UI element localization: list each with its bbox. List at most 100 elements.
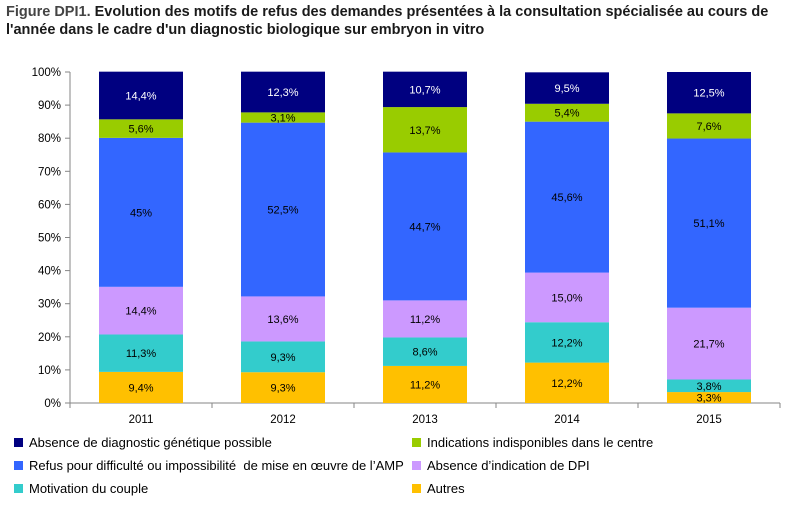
data-label: 44,7% bbox=[409, 221, 440, 233]
legend-swatch bbox=[14, 460, 23, 470]
data-label: 9,4% bbox=[128, 382, 153, 394]
legend-label: Absence d’indication de DPI bbox=[427, 457, 590, 473]
legend-item: Absence de diagnostic génétique possible bbox=[14, 432, 272, 452]
bar-segment bbox=[383, 365, 467, 403]
bar-segment bbox=[383, 107, 467, 153]
y-tick-label: 10% bbox=[38, 365, 61, 377]
legend-item: Motivation du couple bbox=[14, 478, 148, 498]
legend-label: Autres bbox=[427, 480, 465, 496]
data-label: 14,4% bbox=[125, 91, 156, 103]
y-tick-label: 70% bbox=[38, 166, 61, 178]
bar-segment bbox=[241, 71, 325, 113]
legend-label: Refus pour difficulté ou impossibilité d… bbox=[29, 457, 404, 473]
bar-segment bbox=[525, 72, 609, 104]
y-tick-label: 60% bbox=[38, 199, 61, 211]
bar-segment bbox=[241, 372, 325, 403]
y-tick-label: 90% bbox=[38, 100, 61, 112]
chart-data-labels: 9,4% 11,3% 14,4% 45% 5,6% 14,4% 9,3% 9,3% 13,6% 5… bbox=[125, 83, 724, 404]
chart-bars bbox=[99, 71, 751, 403]
bar-segment bbox=[383, 337, 467, 366]
bar-segment bbox=[241, 296, 325, 342]
data-label: 21,7% bbox=[693, 339, 724, 351]
legend-swatch bbox=[412, 460, 421, 470]
data-label: 51,1% bbox=[693, 218, 724, 230]
bar-segment bbox=[99, 119, 183, 138]
data-label: 3,8% bbox=[696, 381, 721, 393]
bar-segment bbox=[667, 307, 751, 380]
y-tick-label: 40% bbox=[38, 266, 61, 278]
legend-swatch bbox=[14, 483, 23, 493]
bar-segment bbox=[525, 103, 609, 122]
figure-caption: Evolution des motifs de refus des demand… bbox=[6, 4, 769, 38]
bar-segment bbox=[241, 341, 325, 373]
data-label: 13,7% bbox=[409, 125, 440, 137]
legend-label: Indications indisponibles dans le centre bbox=[427, 434, 654, 450]
bar-segment bbox=[383, 71, 467, 108]
legend-swatch bbox=[412, 483, 421, 493]
y-tick-label: 20% bbox=[38, 332, 61, 344]
data-label: 5,6% bbox=[128, 124, 153, 136]
data-label: 15,0% bbox=[551, 292, 582, 304]
data-label: 7,6% bbox=[696, 121, 721, 133]
bar-segment bbox=[99, 334, 183, 372]
data-label: 12,2% bbox=[551, 337, 582, 349]
bar-segment bbox=[525, 322, 609, 363]
bar-segment bbox=[99, 286, 183, 335]
bar-segment bbox=[667, 138, 751, 308]
data-label: 11,2% bbox=[410, 379, 441, 391]
bar-segment bbox=[667, 72, 751, 114]
data-label: 11,2% bbox=[410, 314, 441, 326]
y-tick-label: 0% bbox=[44, 398, 61, 410]
data-label: 13,6% bbox=[267, 314, 298, 326]
data-label: 10,7% bbox=[409, 84, 440, 96]
bar-segment bbox=[525, 121, 609, 273]
data-label: 45,6% bbox=[551, 192, 582, 204]
data-label: 52,5% bbox=[267, 205, 298, 217]
bar-segment bbox=[99, 137, 183, 287]
x-tick-label: 2015 bbox=[696, 414, 722, 426]
data-label: 3,3% bbox=[696, 393, 721, 405]
figure-number: Figure DPI1. bbox=[6, 4, 91, 20]
bar-segment bbox=[383, 152, 467, 301]
y-tick-label: 30% bbox=[38, 299, 61, 311]
legend-item: Absence d’indication de DPI bbox=[412, 455, 590, 475]
data-label: 12,5% bbox=[693, 88, 724, 100]
stacked-bar-chart: 0% 10% 20% 30% 40% 50% 60% 70% 80% 90% 100% 2011 201… bbox=[32, 67, 781, 426]
legend-item: Indications indisponibles dans le centre bbox=[412, 432, 653, 452]
chart-legend: Absence de diagnostic génétique possible… bbox=[14, 432, 784, 512]
legend-label: Absence de diagnostic génétique possible bbox=[29, 434, 272, 450]
bar-segment bbox=[667, 392, 751, 403]
data-label: 12,2% bbox=[551, 378, 582, 390]
y-tick-label: 80% bbox=[38, 133, 61, 145]
data-label: 11,3% bbox=[126, 348, 157, 360]
bar-segment bbox=[241, 122, 325, 297]
data-label: 9,5% bbox=[554, 83, 579, 95]
legend-swatch bbox=[14, 437, 23, 447]
y-tick-label: 50% bbox=[38, 233, 61, 245]
bar-segment bbox=[99, 371, 183, 403]
x-tick-label: 2013 bbox=[412, 414, 438, 426]
bar-segment bbox=[241, 112, 325, 123]
chart-axes: 0% 10% 20% 30% 40% 50% 60% 70% 80% 90% 100% 2011 201… bbox=[32, 67, 781, 426]
data-label: 45% bbox=[130, 207, 152, 219]
bar-segment bbox=[99, 71, 183, 120]
data-label: 3,1% bbox=[270, 113, 295, 125]
bar-segment bbox=[383, 300, 467, 338]
bar-segment bbox=[525, 362, 609, 403]
data-label: 14,4% bbox=[125, 306, 156, 318]
x-tick-label: 2012 bbox=[270, 414, 296, 426]
bar-segment bbox=[667, 113, 751, 139]
x-tick-label: 2014 bbox=[554, 414, 580, 426]
data-label: 9,3% bbox=[270, 383, 295, 395]
legend-swatch bbox=[412, 437, 421, 447]
chart-title: Figure DPI1. Evolution des motifs de ref… bbox=[6, 3, 786, 39]
legend-label: Motivation du couple bbox=[29, 480, 149, 496]
data-label: 8,6% bbox=[412, 347, 437, 359]
x-tick-label: 2011 bbox=[129, 414, 154, 426]
bar-segment bbox=[525, 272, 609, 323]
data-label: 9,3% bbox=[270, 352, 295, 364]
y-tick-label: 100% bbox=[32, 67, 61, 79]
legend-item: Refus pour difficulté ou impossibilité d… bbox=[14, 455, 404, 475]
data-label: 5,4% bbox=[554, 108, 579, 120]
bar-segment bbox=[667, 379, 751, 393]
